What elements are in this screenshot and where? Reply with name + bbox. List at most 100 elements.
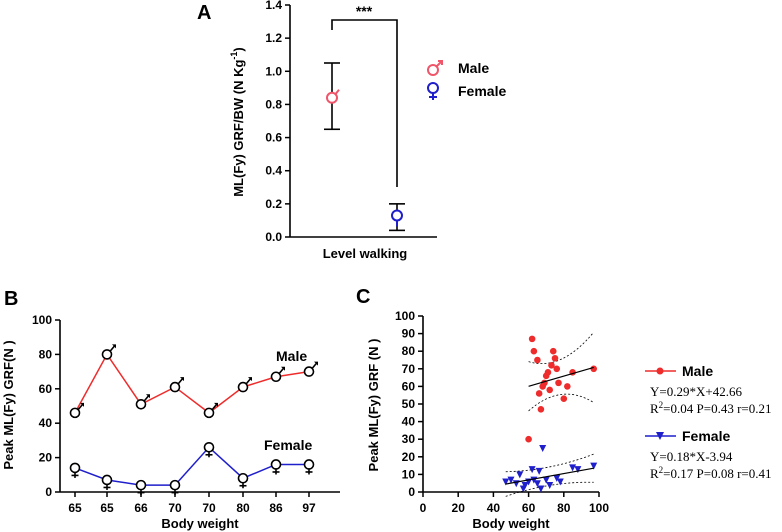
b-line-male (74, 352, 310, 414)
c-ci-lower-male (528, 393, 594, 412)
c-x-tick-label: 40 (487, 501, 501, 515)
panel-c-legend-female: Female (682, 428, 730, 444)
b-x-tick-label: 97 (302, 501, 316, 515)
female-stats: R2=0.17 P=0.08 r=0.41 (650, 465, 771, 481)
c-point-female (590, 462, 598, 470)
panel-b-label: B (4, 288, 18, 310)
b-x-tick-label: 70 (168, 501, 182, 515)
b-male-arrowhead (112, 344, 116, 349)
c-y-tick-label: 0 (408, 485, 415, 499)
c-point-female (539, 445, 547, 452)
panel-a-legend: Male Female (427, 60, 506, 100)
b-y-tick-label: 100 (32, 313, 52, 327)
b-x-tick-label: 80 (236, 501, 250, 515)
c-ci-upper-male (528, 331, 595, 365)
b-x-tick-label: 70 (202, 501, 216, 515)
male-equation: Y=0.29*X+42.66 (650, 384, 742, 399)
a-y-tick-label: 0.8 (265, 97, 282, 111)
c-point-male (564, 383, 571, 390)
b-point-male (101, 349, 113, 360)
panel-a-chart: 0.0 0.2 0.4 0.6 0.8 1.0 1.2 1.4 ML(Fy) GRF/BW (… (229, 0, 506, 261)
c-point-female (569, 464, 577, 472)
panel-c-label: C (356, 286, 370, 308)
b-point-female (135, 479, 147, 491)
c-point-female (502, 478, 510, 486)
significance-bracket (331, 19, 398, 187)
c-point-male (530, 347, 538, 355)
b-male-arrowhead (314, 361, 318, 366)
b-y-tick-label: 40 (39, 416, 53, 430)
c-point-male (534, 356, 541, 364)
c-point-male (560, 395, 568, 403)
male-symbol-icon (427, 60, 443, 76)
b-point-female (101, 474, 113, 486)
b-y-tick-label: 20 (39, 451, 53, 465)
panel-b-chart: 0 20 40 60 80 100 65 65 66 70 70 80 86 97 Peak ML(Fy… (1, 313, 340, 531)
b-point-female (270, 459, 282, 470)
c-point-male (537, 405, 545, 413)
panel-a-y-axis-title: ML(Fy) GRF/BW (N Kg-1) (229, 47, 246, 197)
legend-male-marker (656, 367, 664, 375)
panel-c-y-axis-title: Peak ML(Fy) GRF (N ) (366, 339, 381, 472)
c-ci-upper-female (505, 453, 594, 473)
c-point-female (533, 480, 541, 488)
a-y-tick-label: 0.4 (265, 164, 282, 178)
b-male-arrowhead (146, 394, 150, 399)
a-male-arrow (334, 89, 340, 96)
b-male-arrowhead (214, 402, 218, 407)
b-male-arrowhead (80, 402, 84, 407)
c-point-male (551, 354, 559, 362)
c-x-tick-label: 100 (589, 501, 609, 515)
c-point-female (542, 476, 550, 484)
female-equation: Y=0.18*X-3.94 (650, 449, 733, 464)
c-x-tick-label: 60 (522, 501, 536, 515)
b-line-female (74, 446, 309, 486)
b-point-male (169, 381, 181, 393)
b-male-arrowhead (281, 366, 285, 371)
b-point-female (203, 441, 215, 453)
panel-c-legend-male: Male (682, 363, 713, 379)
b-point-female (237, 472, 249, 484)
significance-stars: *** (356, 3, 373, 19)
c-point-female (556, 478, 564, 486)
b-x-tick-label: 66 (134, 501, 148, 515)
c-point-female (574, 466, 582, 474)
b-point-male (135, 398, 147, 410)
c-y-tick-label: 50 (402, 397, 416, 411)
b-male-arrowhead (248, 377, 252, 382)
panel-c-x-axis-title: Body weight (472, 516, 550, 531)
panel-a-x-axis-title: Level walking (323, 246, 408, 261)
c-y-tick-label: 70 (402, 362, 416, 376)
c-point-male (548, 361, 555, 369)
a-mean-marker-female (391, 209, 403, 222)
c-y-tick-label: 100 (395, 309, 415, 323)
c-y-tick-label: 60 (402, 379, 416, 393)
c-point-male (555, 379, 562, 387)
c-x-tick-label: 0 (420, 501, 427, 515)
a-mean-marker-male (326, 91, 338, 104)
a-y-tick-label: 0.2 (265, 197, 282, 211)
b-male-arrowhead (180, 377, 184, 382)
b-point-male (303, 366, 315, 377)
c-point-male (549, 347, 557, 355)
panel-b-y-axis-title: Peak ML(Fy) GRF(N ) (1, 340, 16, 469)
a-y-tick-label: 1.0 (265, 64, 282, 78)
c-point-male (544, 369, 552, 376)
c-point-male (553, 365, 561, 373)
b-x-tick-label: 86 (269, 501, 283, 515)
b-y-tick-label: 0 (45, 485, 52, 499)
legend-female-marker (656, 432, 664, 440)
a-y-tick-label: 1.2 (265, 31, 282, 45)
c-x-tick-label: 20 (452, 501, 466, 515)
c-point-female (507, 476, 515, 484)
c-point-male (528, 335, 536, 343)
panel-b-male-label: Male (276, 348, 307, 364)
b-point-female (169, 479, 181, 491)
a-y-tick-label: 0.0 (265, 230, 282, 244)
b-point-male (237, 381, 249, 393)
c-y-tick-label: 20 (402, 450, 416, 464)
b-point-female (303, 459, 315, 470)
c-point-female (535, 467, 543, 475)
c-point-female (528, 466, 536, 474)
